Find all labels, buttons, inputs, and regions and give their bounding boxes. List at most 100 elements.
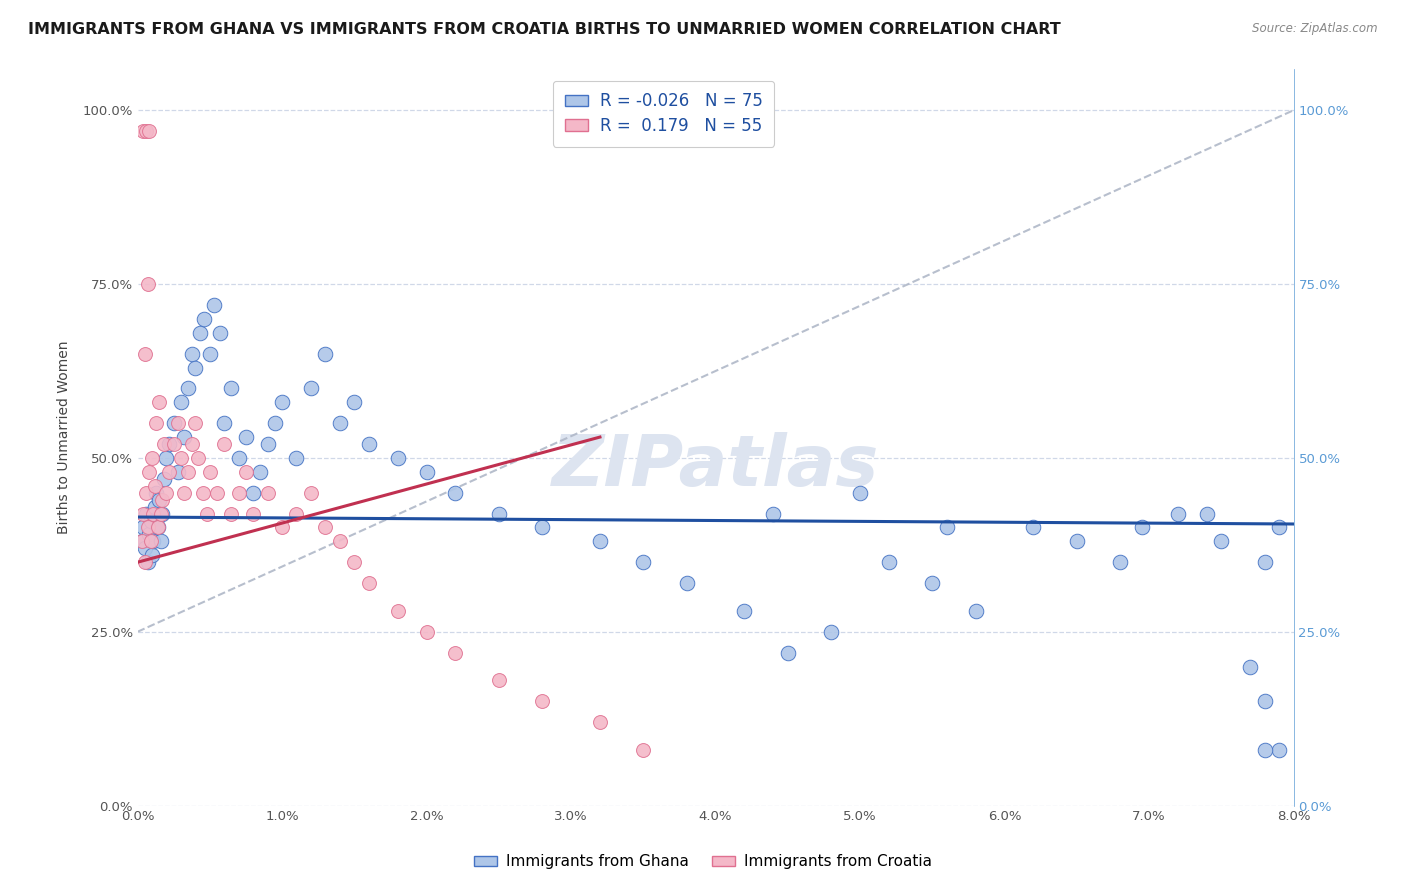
Point [155, 450, 177, 465]
Point [221, 381, 243, 395]
Point [143, 479, 166, 493]
Point [134, 346, 156, 360]
Point [343, 555, 366, 569]
Point [150, 507, 173, 521]
Point [134, 541, 156, 556]
Point [142, 507, 165, 521]
Legend: Immigrants from Ghana, Immigrants from Croatia: Immigrants from Ghana, Immigrants from C… [468, 848, 938, 875]
Point [357, 576, 380, 591]
Point [242, 507, 264, 521]
Point [187, 450, 209, 465]
Point [1022, 520, 1045, 534]
Point [776, 646, 799, 660]
Point [242, 485, 264, 500]
Point [146, 520, 169, 534]
Point [849, 485, 872, 500]
Point [329, 416, 352, 430]
Point [228, 450, 250, 465]
Point [299, 381, 322, 395]
Point [235, 465, 257, 479]
Point [1253, 555, 1275, 569]
Point [155, 485, 177, 500]
Point [143, 500, 166, 514]
Point [139, 534, 162, 549]
Point [357, 437, 380, 451]
Point [1130, 520, 1153, 534]
Point [173, 485, 195, 500]
Point [157, 437, 180, 451]
Point [1066, 534, 1088, 549]
Point [1268, 520, 1291, 534]
Point [1239, 659, 1261, 673]
Point [195, 507, 218, 521]
Point [136, 520, 159, 534]
Point [138, 527, 160, 541]
Point [387, 450, 409, 465]
Point [191, 485, 214, 500]
Point [415, 624, 437, 639]
Point [228, 485, 250, 500]
Point [1268, 743, 1291, 757]
Point [205, 485, 228, 500]
Point [329, 534, 352, 549]
Point [135, 124, 157, 138]
Point [198, 346, 221, 360]
Point [139, 514, 162, 528]
Point [184, 360, 207, 375]
Point [444, 485, 467, 500]
Point [136, 555, 159, 569]
Point [921, 576, 943, 591]
Point [198, 465, 221, 479]
Point [145, 416, 167, 430]
Point [415, 465, 437, 479]
Point [762, 507, 785, 521]
Text: Source: ZipAtlas.com: Source: ZipAtlas.com [1253, 22, 1378, 36]
Point [299, 485, 322, 500]
Point [271, 395, 294, 409]
Point [633, 743, 655, 757]
Point [249, 465, 271, 479]
Point [188, 326, 211, 340]
Point [146, 520, 169, 534]
Point [170, 395, 193, 409]
Point [149, 507, 172, 521]
Point [285, 507, 308, 521]
Text: ZIPatlas: ZIPatlas [553, 432, 879, 501]
Point [965, 604, 987, 618]
Point [150, 492, 173, 507]
Point [132, 124, 155, 138]
Point [444, 646, 467, 660]
Point [235, 430, 257, 444]
Point [177, 381, 200, 395]
Point [1253, 694, 1275, 708]
Point [163, 416, 186, 430]
Point [935, 520, 957, 534]
Point [135, 507, 157, 521]
Point [138, 124, 160, 138]
Point [181, 346, 204, 360]
Point [263, 416, 285, 430]
Point [488, 673, 510, 688]
Point [1195, 507, 1218, 521]
Point [488, 507, 510, 521]
Point [633, 555, 655, 569]
Point [167, 416, 190, 430]
Point [148, 492, 170, 507]
Point [285, 450, 308, 465]
Point [877, 555, 900, 569]
Point [157, 465, 180, 479]
Point [134, 555, 156, 569]
Point [132, 520, 155, 534]
Text: IMMIGRANTS FROM GHANA VS IMMIGRANTS FROM CROATIA BIRTHS TO UNMARRIED WOMEN CORRE: IMMIGRANTS FROM GHANA VS IMMIGRANTS FROM… [28, 22, 1062, 37]
Point [675, 576, 697, 591]
Point [152, 437, 174, 451]
Point [142, 534, 165, 549]
Point [145, 485, 167, 500]
Point [343, 395, 366, 409]
Point [132, 507, 155, 521]
Point [589, 715, 612, 730]
Legend: R = -0.026   N = 75, R =  0.179   N = 55: R = -0.026 N = 75, R = 0.179 N = 55 [553, 80, 775, 146]
Point [212, 437, 235, 451]
Point [1253, 743, 1275, 757]
Point [173, 430, 195, 444]
